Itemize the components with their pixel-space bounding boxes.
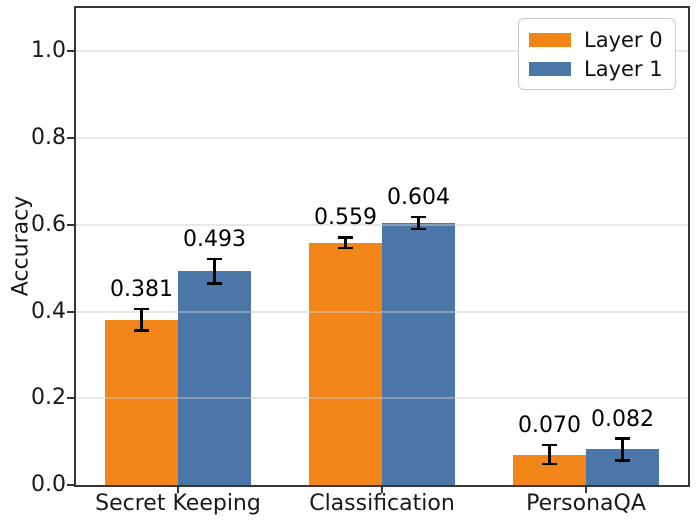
x-tick-mark-classification	[381, 486, 383, 493]
error-bar-cap	[207, 282, 222, 285]
y-tick-label-0.4: 0.4	[31, 298, 66, 324]
y-tick-mark	[67, 484, 74, 486]
y-tick-mark	[67, 223, 74, 226]
error-bar-layer-0-personaqa	[548, 445, 551, 465]
y-tick-label-0.2: 0.2	[31, 385, 66, 411]
x-category-label-classification: Classification	[309, 491, 455, 516]
error-bar-layer-0-secret-keeping	[140, 308, 143, 331]
error-bar-cap	[615, 459, 630, 462]
bar-layer-0-secret-keeping	[105, 319, 178, 485]
error-bar-layer-1-secret-keeping	[213, 259, 216, 284]
bar-value-label-layer-1-personaqa: 0.082	[591, 406, 654, 432]
error-bar-cap	[542, 462, 557, 466]
legend-entry-layer-0: Layer 0	[529, 28, 665, 52]
x-category-label-secret-keeping: Secret Keeping	[95, 491, 261, 516]
error-bar-cap	[207, 257, 222, 261]
y-tick-label-0.0: 0.0	[31, 472, 66, 497]
bar-layer-0-classification	[309, 242, 382, 485]
y-tick-label-0.8: 0.8	[31, 125, 66, 151]
bar-value-label-layer-1-classification: 0.604	[387, 185, 450, 210]
bar-layer-1-classification	[382, 223, 455, 485]
bar-value-label-layer-0-classification: 0.559	[314, 205, 377, 231]
gridline-0.4	[76, 310, 688, 313]
bar-value-label-layer-1-secret-keeping: 0.493	[183, 227, 246, 253]
gridline-0.8	[76, 137, 688, 140]
y-tick-label-1.0: 1.0	[31, 38, 66, 64]
gridline-1.0	[76, 50, 688, 53]
y-tick-mark	[67, 310, 74, 313]
x-tick-mark-personaqa	[585, 486, 587, 493]
error-bar-cap	[411, 227, 426, 231]
y-tick-label-0.6: 0.6	[31, 211, 66, 237]
legend: Layer 0 Layer 1	[518, 18, 676, 90]
bar-value-label-layer-0-secret-keeping: 0.381	[110, 276, 173, 302]
y-tick-mark	[67, 50, 74, 53]
legend-label-layer-0: Layer 0	[584, 27, 663, 52]
x-category-label-personaqa: PersonaQA	[526, 491, 646, 516]
y-tick-mark	[67, 397, 74, 400]
gridline-0.6	[76, 223, 688, 226]
bar-value-label-layer-0-personaqa: 0.070	[518, 413, 581, 439]
error-bar-layer-0-classification	[344, 237, 347, 248]
bar-layer-1-secret-keeping	[178, 271, 251, 485]
x-tick-mark-secret-keeping	[177, 486, 179, 493]
error-bar-cap	[411, 215, 426, 219]
error-bar-cap	[615, 437, 630, 440]
gridline-0.2	[76, 397, 688, 400]
legend-entry-layer-1: Layer 1	[529, 57, 665, 81]
error-bar-cap	[338, 236, 353, 239]
legend-swatch-layer-0	[529, 32, 571, 47]
error-bar-cap	[338, 246, 353, 250]
legend-label-layer-1: Layer 1	[584, 56, 663, 81]
error-bar-layer-1-classification	[417, 217, 420, 230]
error-bar-cap	[134, 307, 149, 311]
error-bar-layer-1-personaqa	[621, 438, 624, 461]
error-bar-cap	[542, 443, 557, 447]
legend-swatch-layer-1	[529, 61, 571, 76]
y-tick-mark	[67, 137, 74, 140]
error-bar-cap	[134, 329, 149, 332]
